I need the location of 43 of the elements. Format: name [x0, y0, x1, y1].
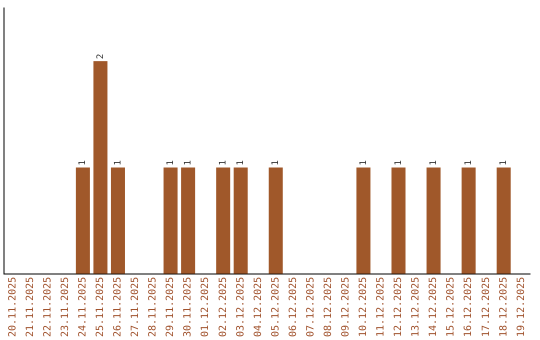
- data-label: 1: [428, 160, 439, 166]
- x-tick-label: 02.12.2025: [218, 276, 229, 338]
- x-tick-label: 23.11.2025: [60, 276, 71, 338]
- x-tick-label: 09.12.2025: [340, 276, 352, 338]
- x-tick-label: 19.12.2025: [516, 276, 527, 338]
- x-tick-label: 18.12.2025: [498, 276, 510, 338]
- data-label: 1: [464, 160, 474, 166]
- x-tick-label: 06.12.2025: [288, 276, 299, 338]
- data-label: 1: [113, 160, 124, 166]
- x-tick-label: 28.11.2025: [148, 276, 159, 338]
- x-tick-label: 17.12.2025: [480, 276, 492, 338]
- data-label: 1: [271, 160, 282, 166]
- x-tick-label: 26.11.2025: [112, 276, 124, 338]
- x-tick-label: 24.11.2025: [77, 276, 88, 338]
- x-tick-label: 21.11.2025: [24, 276, 36, 338]
- data-label: 1: [236, 160, 246, 166]
- data-label: 1: [218, 160, 229, 166]
- x-tick-label: 08.12.2025: [322, 276, 334, 338]
- x-tick-label: 22.11.2025: [42, 276, 54, 338]
- data-label: 1: [394, 160, 404, 166]
- x-tick-label: 25.11.2025: [95, 276, 106, 338]
- x-tick-label: 14.12.2025: [428, 276, 440, 338]
- x-tick-label: 04.12.2025: [252, 276, 264, 338]
- data-label: 1: [166, 160, 176, 166]
- x-tick-label: 16.12.2025: [463, 276, 474, 338]
- x-tick-label: 20.11.2025: [7, 276, 18, 338]
- data-label: 1: [78, 160, 88, 166]
- x-tick-label: 13.12.2025: [410, 276, 422, 338]
- x-tick-label: 30.11.2025: [182, 276, 194, 338]
- x-tick-label: 01.12.2025: [200, 276, 212, 338]
- x-tick-label: 05.12.2025: [270, 276, 282, 338]
- x-tick-label: 10.12.2025: [358, 276, 370, 338]
- data-label: 1: [358, 160, 369, 166]
- x-tick-label: 12.12.2025: [393, 276, 404, 338]
- x-tick-label: 29.11.2025: [165, 276, 176, 338]
- x-tick-label: 27.11.2025: [130, 276, 142, 338]
- x-tick-label: 11.12.2025: [376, 276, 387, 338]
- x-tick-label: 07.12.2025: [305, 276, 316, 338]
- data-label: 2: [96, 54, 106, 60]
- x-tick-label: 15.12.2025: [446, 276, 457, 338]
- data-label: 1: [183, 160, 194, 166]
- x-tick-label: 03.12.2025: [235, 276, 246, 338]
- data-label: 1: [499, 160, 510, 166]
